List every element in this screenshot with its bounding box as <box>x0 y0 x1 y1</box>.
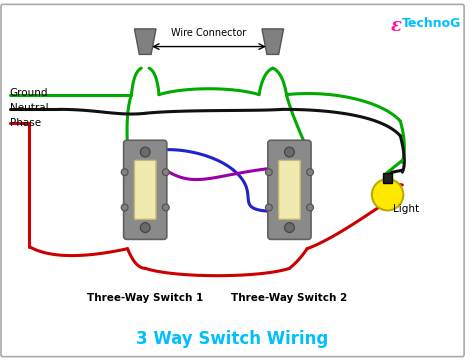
Text: Ground: Ground <box>10 88 48 98</box>
Text: Light: Light <box>393 204 419 214</box>
Text: Neutral: Neutral <box>10 103 48 113</box>
FancyBboxPatch shape <box>124 140 167 239</box>
Text: TechnoG: TechnoG <box>402 17 462 30</box>
FancyBboxPatch shape <box>279 160 300 219</box>
Circle shape <box>284 223 294 232</box>
Polygon shape <box>135 29 156 55</box>
Text: Three-Way Switch 1: Three-Way Switch 1 <box>87 293 203 303</box>
Circle shape <box>284 147 294 157</box>
Circle shape <box>265 169 272 175</box>
Circle shape <box>372 179 403 210</box>
Circle shape <box>265 204 272 211</box>
Text: ε: ε <box>391 17 401 35</box>
Circle shape <box>140 147 150 157</box>
Circle shape <box>121 169 128 175</box>
Text: Three-Way Switch 2: Three-Way Switch 2 <box>231 293 347 303</box>
Circle shape <box>163 169 169 175</box>
Text: 3 Way Switch Wiring: 3 Way Switch Wiring <box>137 330 328 348</box>
Text: Phase: Phase <box>10 118 41 128</box>
Circle shape <box>307 204 313 211</box>
Circle shape <box>121 204 128 211</box>
Circle shape <box>163 204 169 211</box>
FancyBboxPatch shape <box>268 140 311 239</box>
FancyBboxPatch shape <box>135 160 156 219</box>
Circle shape <box>140 223 150 232</box>
FancyBboxPatch shape <box>1 4 464 357</box>
FancyBboxPatch shape <box>383 173 392 183</box>
Polygon shape <box>262 29 283 55</box>
Text: Wire Connector: Wire Connector <box>172 28 246 38</box>
Circle shape <box>307 169 313 175</box>
